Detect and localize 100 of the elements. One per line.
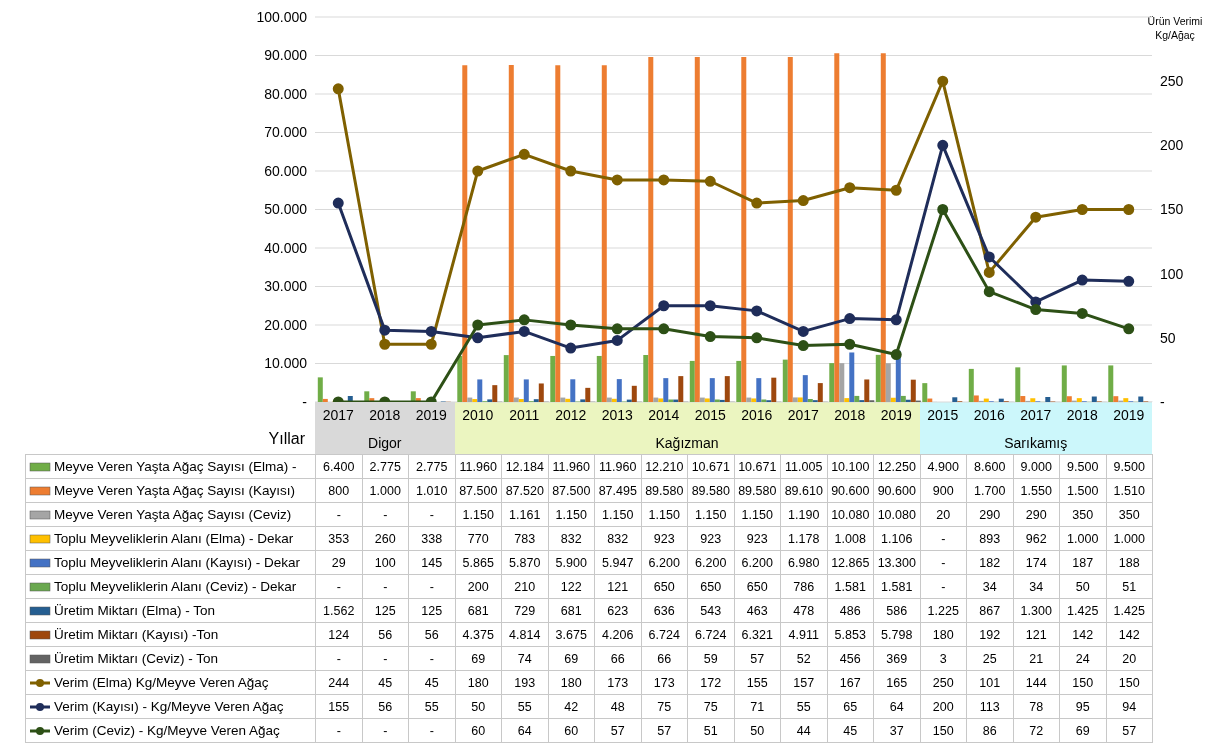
data-label: 867 [966,598,1013,623]
bar [364,391,370,402]
data-label: 250 [920,670,967,695]
y2-tick-label: 200 [1160,137,1184,154]
data-label: 34 [1013,574,1060,599]
legend-label: Toplu Meyveliklerin Alanı (Elma) - Dekar [54,531,294,546]
data-label: 10.671 [687,454,734,479]
data-label: 5.900 [548,550,595,575]
y-tick-label: 80.000 [264,85,308,102]
data-label: 89.610 [780,478,827,503]
data-label: - [315,646,362,671]
data-label: 10.080 [873,502,920,527]
bar [973,395,979,402]
data-label: 86 [966,718,1013,743]
bar [317,377,323,402]
data-label: 150 [1106,670,1153,695]
bar [807,398,813,402]
data-label: 187 [1059,550,1106,575]
data-label: 1.500 [1059,478,1106,503]
bar [533,399,539,402]
x-tick-label: 2016 [973,406,1006,423]
data-label: - [408,718,455,743]
data-label: 69 [455,646,502,671]
data-label: 1.000 [362,478,409,503]
bar [714,399,720,402]
legend-label: Meyve Veren Yaşta Ağaç Sayısı (Kayısı) [54,483,296,498]
data-label: 65 [827,694,874,719]
data-label: 10.671 [734,454,781,479]
point [611,174,623,186]
data-label: - [408,502,455,527]
point [425,325,437,337]
y-tick-label: 10.000 [264,355,308,372]
data-label: 125 [408,598,455,623]
data-label: 66 [594,646,641,671]
data-label: 290 [966,502,1013,527]
data-label: 650 [641,574,688,599]
data-label: - [408,574,455,599]
point [890,184,902,196]
data-label: 200 [920,694,967,719]
data-label: 9.500 [1106,454,1153,479]
point [890,314,902,326]
data-label: 144 [1013,670,1060,695]
point [1123,323,1135,335]
bar [844,398,850,402]
bar [648,57,654,402]
data-label: 200 [455,574,502,599]
y2-tick-label: 50 [1160,329,1176,346]
data-label: 75 [687,694,734,719]
point [658,300,670,312]
point [937,139,949,151]
point [937,75,949,87]
point [1076,204,1088,215]
point [704,331,716,343]
data-label: 456 [827,646,874,671]
data-label: 188 [1106,550,1153,575]
point [751,332,763,344]
legend-label: Toplu Meyveliklerin Alanı (Kayısı) - Dekar [54,555,301,570]
data-label: 681 [455,598,502,623]
data-label: 6.400 [315,454,362,479]
data-label: 11.960 [594,454,641,479]
data-label: 923 [641,526,688,551]
data-label: 100 [362,550,409,575]
data-label: 5.853 [827,622,874,647]
bar [849,352,855,402]
data-label: 142 [1059,622,1106,647]
point [797,325,809,337]
point [1076,274,1088,286]
point [611,323,623,335]
data-label: 87.500 [548,478,595,503]
data-label: 923 [687,526,734,551]
data-label: 210 [501,574,548,599]
data-label: 1.000 [1106,526,1153,551]
bar [508,65,514,402]
data-label: 64 [501,718,548,743]
bar [900,395,906,402]
x-tick-label: 2018 [1066,406,1099,423]
data-label: 55 [501,694,548,719]
point [937,204,949,215]
bar [596,355,602,402]
data-label: 51 [1106,574,1153,599]
data-label: 1.425 [1059,598,1106,623]
bar [694,57,700,402]
data-label: 800 [315,478,362,503]
y-tick-label: 60.000 [264,162,308,179]
data-label: 6.724 [687,622,734,647]
data-label: 6.724 [641,622,688,647]
bar [555,65,561,402]
data-label: 45 [408,670,455,695]
text: Digor [367,435,403,451]
data-label: 6.200 [641,550,688,575]
bar [1020,396,1026,402]
bar [1108,365,1114,402]
data-label: 60 [455,718,502,743]
data-label: 3.675 [548,622,595,647]
data-label: 2.775 [408,454,455,479]
data-label: 94 [1106,694,1153,719]
legend-label: Verim (Elma) Kg/Meyve Veren Ağaç [54,675,269,690]
y2-axis-title: Ürün Verimi Kg/Ağaç [1147,14,1203,42]
data-label: 48 [594,694,641,719]
data-label: 180 [455,670,502,695]
